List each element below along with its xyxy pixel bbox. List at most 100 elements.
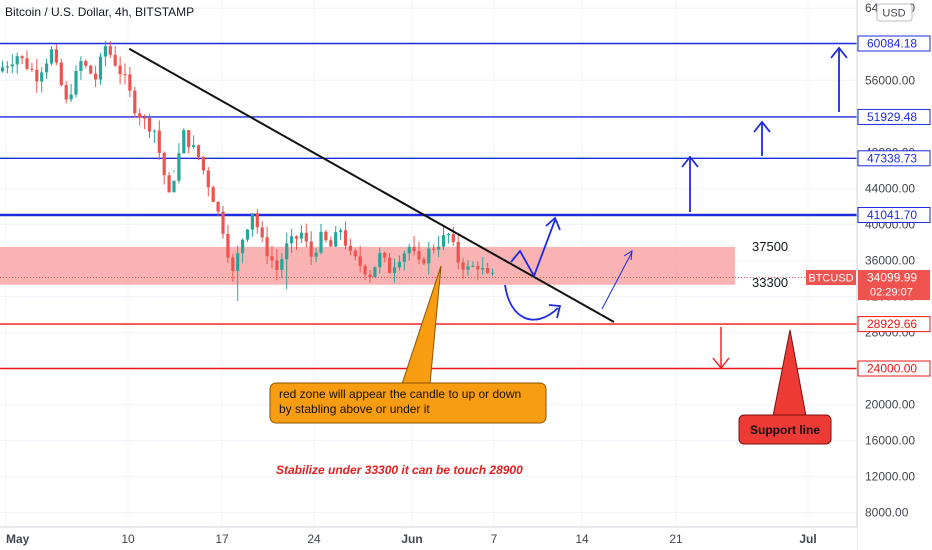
currency-button[interactable]: USD xyxy=(876,3,913,22)
candle-body xyxy=(226,233,230,258)
x-tick-label: 21 xyxy=(669,532,683,546)
candle-body xyxy=(103,46,107,57)
arrow-thin-head xyxy=(623,250,633,261)
y-tick-label: 36000.00 xyxy=(865,253,915,267)
candle-body xyxy=(299,232,303,239)
candle-body xyxy=(466,266,470,270)
candle-body xyxy=(412,247,416,252)
arrow-up-60084-head xyxy=(830,46,848,59)
candle-body xyxy=(133,90,137,114)
chart-title: Bitcoin / U.S. Dollar, 4h, BITSTAMP xyxy=(5,5,194,19)
symbol-tag xyxy=(806,270,856,286)
candle-body xyxy=(59,62,63,86)
candle-body xyxy=(231,257,235,271)
candle-body xyxy=(211,187,215,202)
candle-body xyxy=(196,145,201,157)
zone-rect xyxy=(0,246,735,285)
candles xyxy=(0,40,495,301)
candle-body xyxy=(118,65,122,75)
candle-body xyxy=(304,232,308,242)
candle-body xyxy=(138,113,142,118)
support-callout: Support line xyxy=(738,329,832,445)
level-tag-label: 28929.66 xyxy=(867,317,917,331)
candle-body xyxy=(290,236,294,244)
candle-body xyxy=(309,241,313,257)
candle-body xyxy=(89,65,93,74)
x-tick-label: 7 xyxy=(491,532,498,546)
candle-body xyxy=(69,94,73,100)
candle-body xyxy=(407,247,411,254)
countdown-label: 02:29:07 xyxy=(870,287,913,299)
red-zone xyxy=(0,246,857,285)
candle-body xyxy=(446,234,450,236)
x-tick-label: May xyxy=(6,532,30,546)
y-tick-label: 44000.00 xyxy=(865,181,915,195)
candle-body xyxy=(35,69,39,82)
candle-body xyxy=(128,74,132,91)
callout-box: red zone will appear the candle to up or… xyxy=(269,265,547,424)
candle-body xyxy=(201,156,205,171)
candle-body xyxy=(265,237,269,257)
candle-body xyxy=(334,232,338,247)
candle-body xyxy=(94,73,98,80)
callout-text: red zone will appear the candle to up or… xyxy=(279,387,525,416)
candle-body xyxy=(10,64,14,67)
y-tick-label: 8000.00 xyxy=(865,506,909,520)
candle-body xyxy=(260,227,264,238)
candle-body xyxy=(216,201,220,212)
level-tag xyxy=(857,150,931,167)
candle-body xyxy=(481,268,485,270)
candle-body xyxy=(456,241,460,263)
candle-body xyxy=(157,130,161,153)
arrow-thin-up xyxy=(601,251,633,310)
last-price-label: 34099.99 xyxy=(867,271,917,285)
level-tag xyxy=(857,360,931,377)
candle-body xyxy=(182,130,186,154)
support-label: Support line xyxy=(750,423,820,437)
level-tag-label: 60084.18 xyxy=(867,37,917,51)
candle-body xyxy=(84,60,88,66)
candle-body xyxy=(20,56,24,59)
candle-body xyxy=(113,54,117,66)
level-tag xyxy=(857,35,931,52)
candle-body xyxy=(451,234,455,242)
candle-body xyxy=(0,67,5,72)
candle-body xyxy=(471,265,475,267)
candle-body xyxy=(294,236,299,239)
x-tick-label: 14 xyxy=(575,532,589,546)
candle-body xyxy=(383,252,387,258)
candle-body xyxy=(245,229,250,240)
candle-body xyxy=(241,239,245,254)
candle-body xyxy=(275,260,279,270)
time-axis-bg xyxy=(0,527,857,550)
candle-body xyxy=(255,213,259,228)
x-tick-label: Jun xyxy=(401,532,422,546)
candle-body xyxy=(441,235,446,247)
candle-body xyxy=(280,259,284,270)
candle-body xyxy=(388,257,392,273)
x-tick-label: 10 xyxy=(121,532,135,546)
level-tag xyxy=(857,108,931,125)
candle-body xyxy=(177,153,181,181)
candle-body xyxy=(339,230,343,233)
arrow-zigzag-head xyxy=(545,216,561,231)
candle-body xyxy=(74,70,78,95)
currency-button-label[interactable]: USD xyxy=(882,8,905,20)
candle-body xyxy=(476,265,480,270)
y-tick-label: 12000.00 xyxy=(865,470,915,484)
candle-body xyxy=(490,272,495,274)
candle-body xyxy=(250,213,254,230)
candle-body xyxy=(373,267,377,278)
arrow-bounce-curve xyxy=(504,284,559,321)
candle-body xyxy=(402,253,406,262)
candle-body xyxy=(108,46,112,55)
time-axis: May 10 17 24 Jun 7 14 21 Jul xyxy=(0,526,857,550)
candle-body xyxy=(270,256,274,261)
candle-body xyxy=(329,240,333,247)
candle-body xyxy=(192,145,196,148)
horizontal-levels xyxy=(0,42,857,370)
arrow-up-51929-head xyxy=(753,120,771,133)
candle-body xyxy=(54,49,58,63)
candle-body xyxy=(123,74,127,76)
